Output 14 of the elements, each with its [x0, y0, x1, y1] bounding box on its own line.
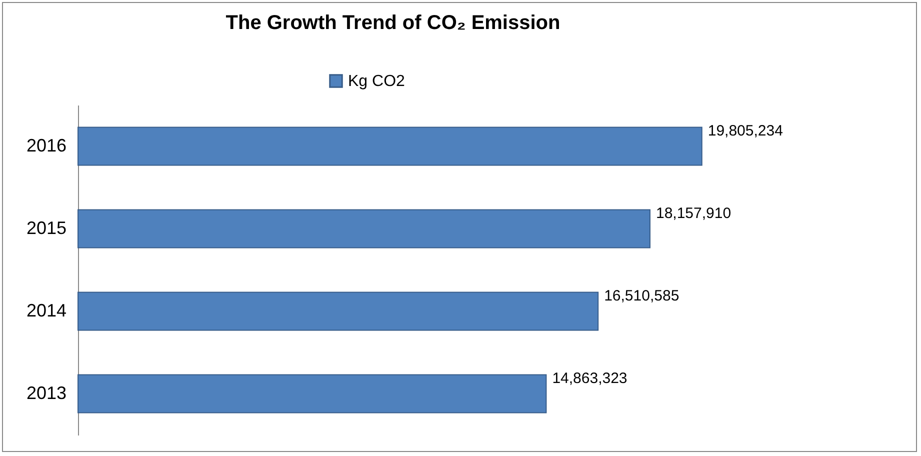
chart-title: The Growth Trend of CO₂ Emission — [226, 12, 560, 34]
data-label: 14,863,323 — [552, 370, 628, 387]
y-tick-label: 2016 — [26, 135, 66, 156]
data-label: 18,157,910 — [656, 204, 732, 222]
legend-label: Kg CO2 — [348, 73, 406, 90]
bar — [78, 374, 547, 414]
bar — [78, 292, 599, 331]
bar — [78, 209, 650, 248]
y-tick-label: 2014 — [26, 300, 66, 320]
data-label: 16,510,585 — [604, 287, 680, 304]
y-tick-label: 2013 — [26, 382, 66, 403]
bar — [78, 126, 702, 166]
y-tick-label: 2015 — [26, 218, 66, 238]
data-label: 19,805,234 — [708, 122, 783, 140]
